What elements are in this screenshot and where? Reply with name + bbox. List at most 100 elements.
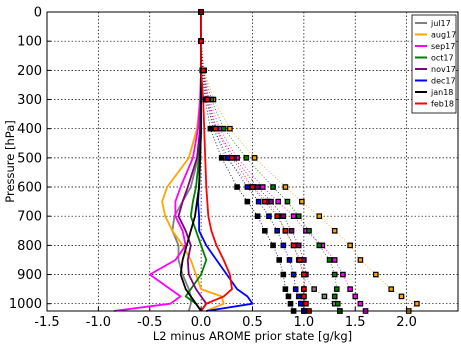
data-point-marker	[200, 67, 206, 74]
data-point-marker	[388, 286, 395, 292]
x-tick-label: 1.5	[345, 315, 366, 330]
series-line-jan18	[179, 12, 203, 312]
data-point-marker	[262, 227, 268, 234]
series-line-feb18	[200, 12, 233, 312]
y-tick-label: 400	[17, 122, 42, 137]
data-point-marker	[255, 198, 262, 205]
data-point-marker	[262, 198, 268, 205]
data-point-marker	[347, 286, 353, 292]
data-point-marker	[198, 38, 204, 44]
data-point-marker	[290, 242, 297, 249]
data-point-marker	[207, 125, 214, 132]
legend-box	[411, 14, 457, 114]
legend-label: sep17	[431, 42, 455, 51]
data-point-marker	[301, 293, 307, 300]
data-point-marker	[286, 257, 293, 263]
data-point-marker	[227, 125, 233, 132]
data-point-marker	[288, 227, 295, 234]
data-point-marker	[316, 213, 323, 219]
data-point-marker	[306, 227, 312, 234]
data-point-marker	[347, 242, 353, 249]
data-point-marker	[295, 242, 302, 249]
data-point-marker	[280, 242, 287, 249]
data-point-marker	[357, 257, 364, 263]
marker-series-line	[200, 12, 305, 312]
legend-label: jul17	[430, 19, 451, 28]
data-point-marker	[321, 293, 328, 300]
data-point-marker	[301, 271, 307, 278]
y-tick-label: 300	[17, 93, 42, 108]
data-point-marker	[331, 271, 338, 278]
data-point-marker	[244, 184, 251, 190]
data-point-marker	[352, 293, 359, 300]
data-point-marker	[331, 257, 338, 263]
data-point-marker	[340, 271, 346, 278]
data-point-marker	[254, 184, 261, 190]
marker-series-line	[200, 12, 294, 312]
data-point-marker	[282, 227, 289, 234]
legend-label: jan18	[430, 88, 453, 97]
data-point-marker	[282, 286, 289, 292]
marker-series-line	[200, 12, 307, 311]
series-line-aug17	[161, 12, 225, 312]
data-point-marker	[414, 300, 420, 307]
marker-series-line	[200, 12, 341, 312]
x-tick-label: -0.5	[137, 315, 162, 330]
data-point-marker	[373, 271, 379, 278]
data-point-marker	[212, 125, 219, 132]
legend: jul17 aug17 sep17 oct17 nov17 dec17 jan18 feb18	[411, 14, 457, 114]
data-point-marker	[290, 271, 297, 278]
y-tick-label: 800	[17, 239, 42, 254]
legend-label: oct17	[431, 54, 454, 63]
series-lines	[113, 12, 254, 312]
x-tick-label: 0.0	[191, 315, 212, 330]
legend-label: feb18	[431, 100, 454, 109]
y-tick-label: 200	[17, 64, 42, 79]
data-point-marker	[270, 184, 276, 190]
data-point-marker	[331, 293, 338, 300]
y-axis-label: Pressure [hPa]	[3, 120, 17, 203]
marker-series-line	[200, 12, 310, 312]
data-point-marker	[204, 96, 211, 103]
y-tick-label: 0	[34, 6, 42, 21]
data-point-marker	[326, 257, 333, 263]
data-point-marker	[398, 293, 405, 300]
x-tick-label: -1.0	[86, 315, 111, 330]
data-point-marker	[280, 213, 287, 219]
y-tick-label: 600	[17, 181, 42, 196]
data-point-marker	[266, 213, 272, 219]
x-axis-label: L2 minus AROME prior state [g/kg]	[153, 329, 352, 343]
data-point-marker	[284, 198, 291, 205]
y-tick-label: 1000	[9, 297, 42, 312]
data-point-marker	[276, 257, 283, 263]
data-point-marker	[295, 293, 302, 300]
data-point-marker	[292, 286, 299, 292]
marker-series-line	[200, 12, 418, 312]
legend-label: aug17	[431, 31, 456, 40]
y-tick-label: 900	[17, 268, 42, 283]
legend-label: dec17	[431, 77, 456, 86]
data-point-marker	[285, 293, 292, 300]
data-point-marker	[357, 300, 364, 307]
data-point-marker	[268, 198, 274, 205]
data-point-marker	[251, 155, 258, 161]
legend-label: nov17	[431, 65, 456, 74]
data-point-marker	[334, 300, 341, 307]
data-point-marker	[311, 286, 317, 292]
axis-ticks: -1.5 -1.0 -0.5 0.0 0.5 1.0 1.5 2.0 0 100 200 300 400…	[9, 6, 417, 331]
data-point-marker	[287, 300, 294, 307]
data-point-marker	[274, 213, 280, 219]
data-point-marker	[316, 242, 323, 249]
data-point-marker	[229, 155, 235, 161]
data-point-marker	[299, 198, 305, 205]
x-tick-label: 0.5	[242, 315, 263, 330]
data-point-marker	[333, 286, 340, 292]
data-point-marker	[295, 213, 302, 219]
data-point-marker	[218, 155, 225, 161]
data-point-marker	[243, 155, 250, 161]
y-tick-label: 100	[17, 35, 42, 50]
data-point-marker	[290, 213, 297, 219]
data-point-marker	[249, 184, 256, 190]
data-point-marker	[303, 300, 309, 307]
y-tick-label: 700	[17, 210, 42, 225]
